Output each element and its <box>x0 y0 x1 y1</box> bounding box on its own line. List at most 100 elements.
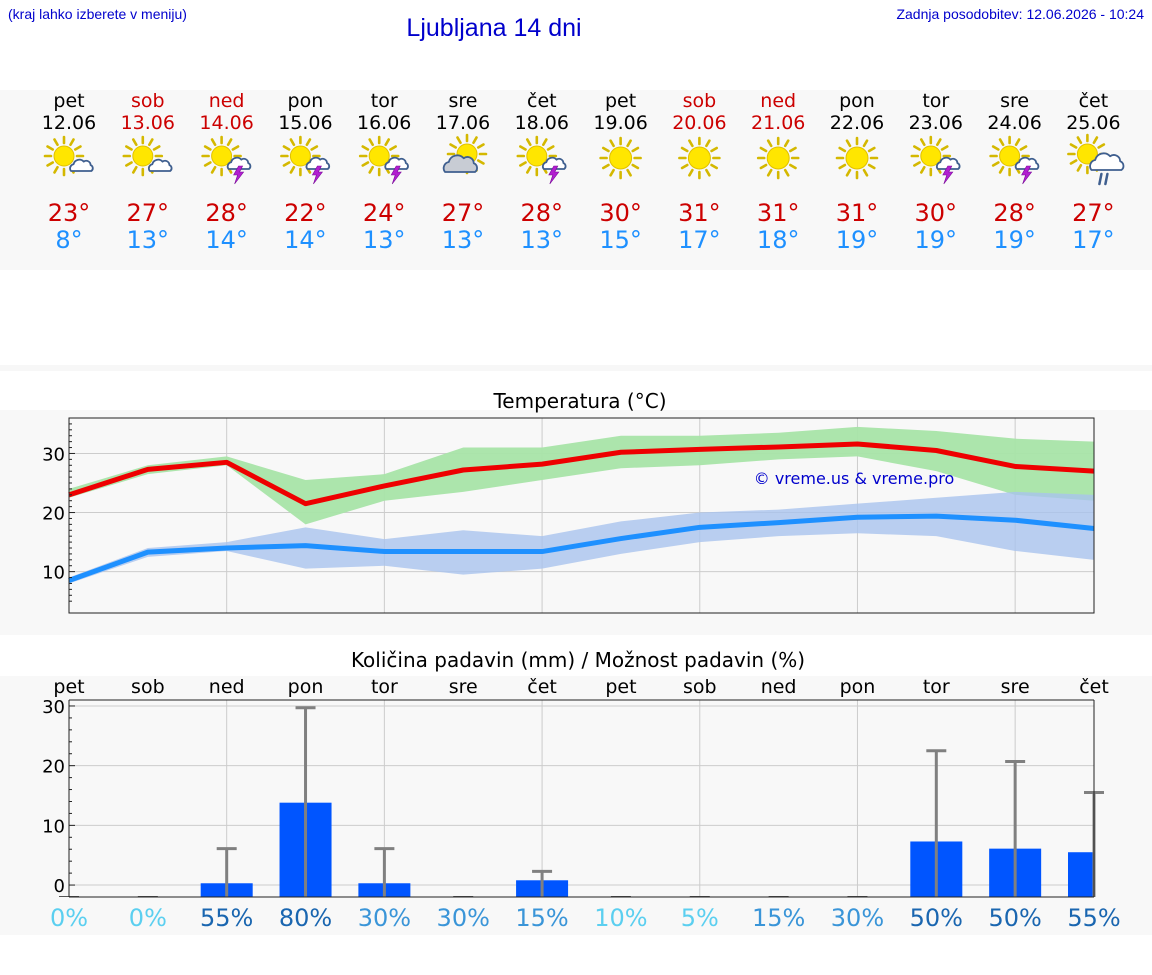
section-divider <box>0 365 1152 371</box>
sun-ray <box>132 138 138 147</box>
sun-ray <box>132 165 138 174</box>
sun-ray <box>525 138 532 147</box>
precip-axis-label: 30 <box>42 697 65 718</box>
sun-ray <box>919 138 926 147</box>
sun-disc <box>999 145 1021 167</box>
sun-ray <box>838 146 847 153</box>
sun-ray <box>361 161 370 167</box>
daily-forecast-strip <box>0 90 1152 270</box>
sun-storm-icon <box>989 135 1040 185</box>
sun-ray <box>759 146 768 153</box>
sun-ray <box>789 146 797 153</box>
cloud-shape <box>226 156 252 170</box>
sun-ray <box>688 139 694 148</box>
day-name: pet <box>605 90 636 112</box>
sun-ray <box>1076 136 1083 145</box>
sun-ray <box>305 138 312 147</box>
precip-day-label: tor <box>371 676 398 698</box>
day-name: ned <box>209 90 245 112</box>
sun-ray <box>389 145 397 151</box>
sun-ray <box>519 161 527 167</box>
precip-chance-label: 15% <box>515 904 568 932</box>
sun-ray <box>705 139 711 148</box>
day-name: sob <box>131 90 165 112</box>
sun-ray <box>203 145 212 151</box>
min-temp-line <box>68 513 1095 583</box>
max-temp-value: 31° <box>836 199 879 227</box>
sun-ray <box>289 138 296 147</box>
sun-ray <box>991 145 1000 151</box>
max-temp-value: 28° <box>993 199 1036 227</box>
day-name: sre <box>1000 90 1029 112</box>
cloud-shape <box>442 154 478 173</box>
sun-ray <box>203 161 212 167</box>
sun-ray <box>862 168 869 177</box>
precip-day-label: sob <box>683 676 717 698</box>
sun-ray <box>783 168 790 177</box>
precip-chance-label: 55% <box>200 904 253 932</box>
day-date: 19.06 <box>593 112 647 134</box>
precip-chance-label: 55% <box>1067 904 1120 932</box>
sun-ray <box>998 138 1005 147</box>
precip-chance-label: 80% <box>279 904 332 932</box>
sun-ray <box>609 168 615 177</box>
precip-day-label: čet <box>527 676 557 698</box>
sun-disc <box>687 146 711 170</box>
day-date: 24.06 <box>987 112 1041 134</box>
sun-ray <box>766 139 773 148</box>
temperature-chart-title: Temperatura (°C) <box>492 389 666 413</box>
sun-disc <box>211 145 233 167</box>
sun-icon <box>678 136 721 180</box>
max-temp-value: 28° <box>521 199 564 227</box>
sun-ray <box>609 139 615 148</box>
sun-disc <box>766 146 790 170</box>
sun-ray <box>53 138 59 147</box>
precip-chance-label: 0% <box>50 904 88 932</box>
temperature-axis-label: 20 <box>42 504 65 525</box>
sun-storm-icon <box>201 135 252 185</box>
rain-drop <box>1098 172 1103 186</box>
sun-cloud-icon <box>43 135 94 177</box>
precip-chance-label: 15% <box>752 904 805 932</box>
sun-ray <box>46 145 55 151</box>
sun-storm-icon <box>516 135 567 185</box>
precip-chance-label: 50% <box>988 904 1041 932</box>
sun-ray <box>913 145 921 151</box>
precip-axis-label: 10 <box>42 816 65 837</box>
sun-disc <box>845 146 869 170</box>
sun-ray <box>838 163 847 170</box>
sun-ray <box>125 145 133 151</box>
sun-ray <box>472 136 478 145</box>
sun-ray <box>368 138 375 147</box>
sun-ray <box>1019 145 1028 151</box>
cloud-shape <box>936 156 961 170</box>
day-date: 22.06 <box>830 112 884 134</box>
max-temp-value: 24° <box>363 199 406 227</box>
sun-ray <box>705 168 711 177</box>
day-date: 15.06 <box>278 112 332 134</box>
sun-cloud-icon <box>122 135 173 177</box>
precip-bar <box>1068 852 1094 898</box>
min-temp-value: 15° <box>599 226 642 254</box>
min-temp-value: 14° <box>205 226 248 254</box>
sun-ray <box>310 145 319 151</box>
sun-disc <box>132 145 154 167</box>
day-name: tor <box>371 90 398 112</box>
sun-ray <box>361 145 370 151</box>
sun-disc <box>920 145 942 167</box>
sun-ray <box>210 138 217 147</box>
sun-ray <box>226 138 233 147</box>
precip-day-label: pet <box>605 676 636 698</box>
sun-icon <box>599 136 642 180</box>
max-temp-value: 22° <box>284 199 327 227</box>
sun-ray <box>476 143 485 149</box>
precip-day-label: sre <box>449 676 478 698</box>
max-temp-value: 27° <box>1072 199 1115 227</box>
sun-ray <box>1069 143 1078 149</box>
sun-ray <box>845 139 852 148</box>
sun-ray <box>913 161 921 167</box>
sun-disc <box>1076 143 1098 165</box>
sun-disc <box>289 145 311 167</box>
sun-storm-icon <box>358 135 409 185</box>
